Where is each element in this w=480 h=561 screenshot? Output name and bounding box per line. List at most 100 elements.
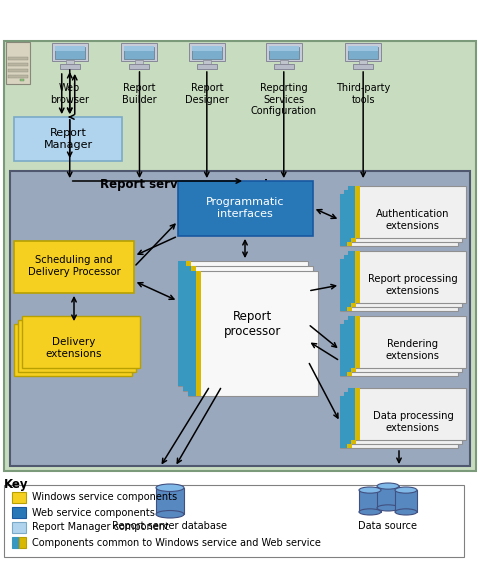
Bar [191,266,195,391]
Bar [8,75,28,78]
Bar [12,507,26,518]
Bar [339,396,346,448]
Bar [196,64,216,69]
Bar [121,43,157,61]
Ellipse shape [376,505,398,511]
Text: Report
Manager: Report Manager [43,128,92,150]
Text: Reporting
Services
Configuration: Reporting Services Configuration [250,83,316,116]
Bar [354,251,359,303]
Bar [189,43,224,61]
Bar [343,392,461,444]
Bar [343,255,461,307]
Bar [55,47,84,59]
Ellipse shape [376,483,398,489]
Bar [346,396,351,448]
Bar [4,41,475,471]
Bar [4,485,463,557]
Text: Rendering
extensions: Rendering extensions [385,339,439,361]
Bar [156,488,184,514]
Bar [352,64,372,69]
Bar [182,266,191,391]
Text: Web
browser: Web browser [50,83,89,104]
Ellipse shape [358,487,380,493]
Bar [192,46,221,51]
Bar [124,46,154,51]
Bar [343,392,350,444]
Text: Report processing
extensions: Report processing extensions [367,274,457,296]
Bar [10,171,469,466]
Bar [358,490,380,512]
Bar [350,392,355,444]
Text: Windows service components: Windows service components [32,493,177,503]
Text: Components common to Windows service and Web service: Components common to Windows service and… [32,537,320,548]
Bar [339,259,457,311]
Bar [347,186,354,238]
Bar [20,79,24,81]
Bar [12,492,26,503]
Bar [268,46,298,51]
Text: Data processing
extensions: Data processing extensions [372,411,453,433]
Bar [52,43,87,61]
Text: Report
Designer: Report Designer [184,83,228,104]
Bar [394,490,416,512]
Bar [347,251,465,303]
Bar [22,316,140,368]
Text: Report server components: Report server components [100,178,276,191]
Bar [195,271,201,396]
Bar [339,194,457,246]
Text: Web service components: Web service components [32,508,155,517]
Bar [203,60,210,65]
Bar [339,396,457,448]
Bar [8,69,28,72]
Bar [350,190,355,242]
Ellipse shape [394,487,416,493]
Bar [376,486,398,508]
Bar [350,320,355,372]
Bar [343,255,350,307]
Bar [182,266,312,391]
Text: Scheduling and
Delivery Processor: Scheduling and Delivery Processor [27,255,120,277]
Bar [12,537,19,548]
Bar [192,47,221,59]
Text: Delivery
extensions: Delivery extensions [46,337,102,359]
Bar [348,47,377,59]
Text: Data source: Data source [358,521,417,531]
Bar [343,320,461,372]
Bar [135,60,143,65]
Bar [60,64,80,69]
Bar [178,261,186,386]
Ellipse shape [394,509,416,515]
Bar [346,259,351,311]
Bar [350,255,355,307]
Bar [347,186,465,238]
Bar [346,324,351,376]
Bar [354,388,359,440]
Text: Report Manager component: Report Manager component [32,522,168,532]
Text: Third-party
tools: Third-party tools [336,83,389,104]
Text: Key: Key [4,478,28,491]
Bar [343,190,461,242]
Bar [19,537,26,548]
Bar [354,186,359,238]
Bar [6,42,30,84]
Bar [265,43,301,61]
Bar [343,320,350,372]
Bar [129,64,149,69]
Bar [345,43,380,61]
Bar [339,194,346,246]
Bar [347,316,354,368]
Bar [14,241,134,293]
Bar [8,63,28,66]
Bar [346,194,351,246]
Bar [339,259,346,311]
Bar [359,60,366,65]
Ellipse shape [358,509,380,515]
Bar [188,271,195,396]
Bar [347,316,465,368]
Bar [14,117,122,161]
Bar [348,46,377,51]
Text: Report server database: Report server database [112,521,227,531]
Bar [14,324,132,376]
Bar [178,261,307,386]
Bar [124,47,154,59]
